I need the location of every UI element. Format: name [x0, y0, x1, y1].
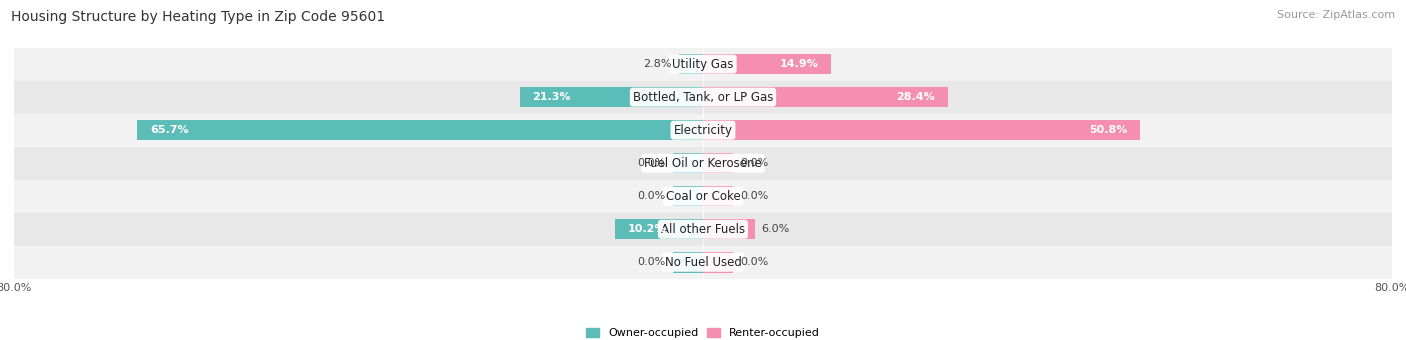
Text: 28.4%: 28.4% — [896, 92, 935, 102]
Text: 2.8%: 2.8% — [644, 59, 672, 69]
Bar — [673, 153, 703, 173]
Bar — [14, 147, 1392, 180]
Bar — [703, 153, 733, 173]
Text: 21.3%: 21.3% — [533, 92, 571, 102]
Text: 14.9%: 14.9% — [779, 59, 818, 69]
Bar — [14, 114, 1392, 147]
Bar — [673, 186, 703, 206]
Text: 0.0%: 0.0% — [638, 191, 666, 201]
Text: 6.0%: 6.0% — [762, 224, 790, 234]
Text: Utility Gas: Utility Gas — [672, 57, 734, 71]
Bar — [138, 120, 703, 140]
Bar — [703, 186, 733, 206]
Text: Coal or Coke: Coal or Coke — [665, 190, 741, 203]
Bar — [703, 120, 1140, 140]
Bar — [679, 54, 703, 74]
Bar — [673, 252, 703, 273]
Bar — [14, 246, 1392, 279]
Text: 65.7%: 65.7% — [150, 125, 188, 135]
Text: 0.0%: 0.0% — [740, 191, 768, 201]
Text: Bottled, Tank, or LP Gas: Bottled, Tank, or LP Gas — [633, 91, 773, 104]
Bar — [703, 252, 733, 273]
Text: All other Fuels: All other Fuels — [661, 223, 745, 236]
Text: 50.8%: 50.8% — [1090, 125, 1128, 135]
Text: 0.0%: 0.0% — [638, 158, 666, 168]
Legend: Owner-occupied, Renter-occupied: Owner-occupied, Renter-occupied — [586, 327, 820, 338]
Text: 0.0%: 0.0% — [740, 158, 768, 168]
Bar — [14, 81, 1392, 114]
Bar — [703, 54, 831, 74]
Bar — [14, 48, 1392, 81]
Bar — [520, 87, 703, 107]
Text: No Fuel Used: No Fuel Used — [665, 256, 741, 269]
Bar — [14, 180, 1392, 213]
Bar — [14, 213, 1392, 246]
Bar — [616, 219, 703, 239]
Text: Fuel Oil or Kerosene: Fuel Oil or Kerosene — [644, 157, 762, 170]
Text: 10.2%: 10.2% — [628, 224, 666, 234]
Bar — [703, 219, 755, 239]
Bar — [703, 87, 948, 107]
Text: Electricity: Electricity — [673, 124, 733, 137]
Text: 0.0%: 0.0% — [638, 257, 666, 267]
Text: Source: ZipAtlas.com: Source: ZipAtlas.com — [1277, 10, 1395, 20]
Text: 0.0%: 0.0% — [740, 257, 768, 267]
Text: Housing Structure by Heating Type in Zip Code 95601: Housing Structure by Heating Type in Zip… — [11, 10, 385, 24]
